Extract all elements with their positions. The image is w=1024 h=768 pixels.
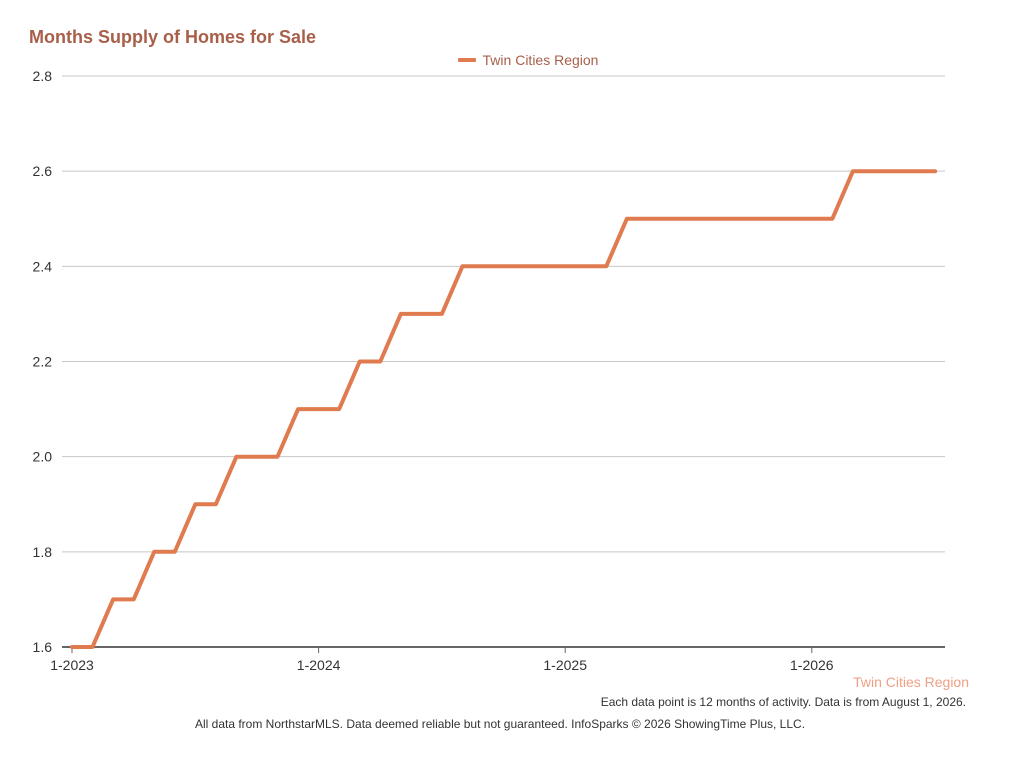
x-tick-label: 1-2025 [543, 657, 587, 673]
x-tick-label: 1-2024 [297, 657, 341, 673]
y-tick-label: 2.4 [33, 258, 53, 274]
y-tick-label: 2.8 [33, 68, 53, 84]
y-tick-label: 2.0 [33, 449, 53, 465]
chart-legend[interactable]: Twin Cities Region [0, 52, 1024, 68]
source-note: All data from NorthstarMLS. Data deemed … [194, 717, 806, 731]
legend-swatch [457, 58, 476, 62]
chart-title: Months Supply of Homes for Sale [29, 27, 317, 47]
y-tick-label: 2.6 [33, 163, 53, 179]
series-watermark: Twin Cities Region [853, 674, 969, 690]
x-tick-label: 1-2026 [790, 657, 834, 673]
series-line [70, 169, 938, 649]
x-tick-label: 1-2023 [50, 657, 94, 673]
y-tick-label: 1.6 [33, 639, 53, 655]
y-tick-label: 1.8 [33, 544, 53, 560]
legend-label[interactable]: Twin Cities Region [482, 52, 599, 68]
y-tick-label: 2.2 [33, 354, 53, 370]
footnote: Each data point is 12 months of activity… [600, 695, 966, 709]
